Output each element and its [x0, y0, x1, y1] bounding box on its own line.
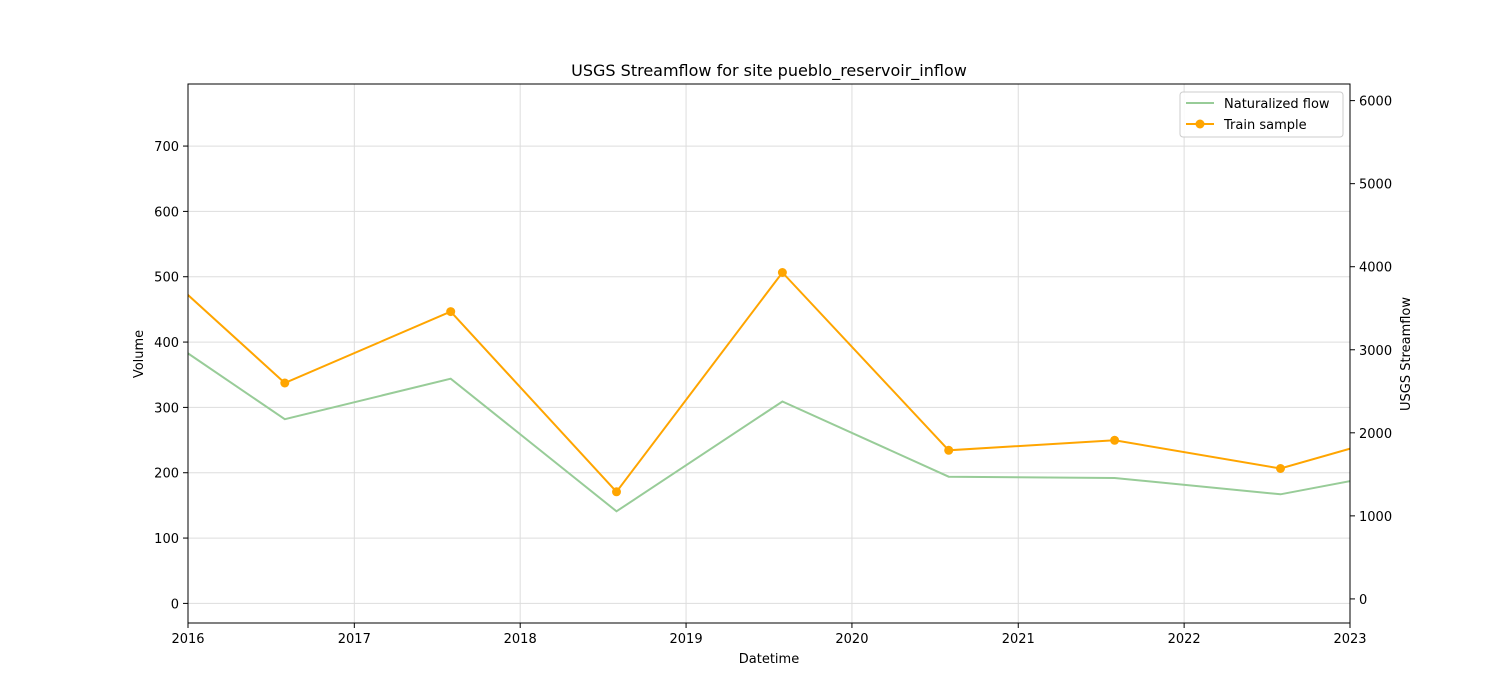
chart-title: USGS Streamflow for site pueblo_reservoi…	[571, 61, 967, 81]
plot-frame	[187, 83, 1351, 624]
y-left-tick-label: 300	[154, 401, 179, 416]
x-tick-label: 2023	[1333, 632, 1366, 647]
y-axis-left-label: Volume	[132, 330, 147, 378]
y-right-tick-label: 2000	[1359, 427, 1392, 442]
x-tick-label: 2022	[1168, 632, 1201, 647]
y-left-tick-label: 400	[154, 336, 179, 351]
y-right-tick-label: 6000	[1359, 95, 1392, 110]
x-tick-label: 2020	[835, 632, 868, 647]
y-left-tick-label: 0	[171, 597, 179, 612]
y-left-tick-label: 700	[154, 140, 179, 155]
y-left-tick-label: 200	[154, 467, 179, 482]
legend-label-naturalized-flow: Naturalized flow	[1224, 97, 1330, 112]
y-left-tick-label: 500	[154, 271, 179, 286]
data-point-train-sample	[446, 307, 456, 317]
y-right-tick-label: 0	[1359, 593, 1367, 608]
y-right-tick-label: 4000	[1359, 261, 1392, 276]
data-point-train-sample	[1110, 435, 1120, 445]
y-right-tick-label: 5000	[1359, 178, 1392, 193]
x-tick-label: 2021	[1002, 632, 1035, 647]
legend-marker-train-sample	[1195, 119, 1205, 129]
y-right-tick-label: 3000	[1359, 344, 1392, 359]
y-axis-right-label: USGS Streamflow	[1399, 297, 1414, 411]
series-layer	[114, 227, 1451, 513]
data-point-train-sample	[1276, 464, 1285, 473]
legend: Naturalized flow Train sample	[1179, 91, 1344, 138]
data-point-train-sample	[777, 268, 787, 277]
data-point-train-sample	[280, 378, 290, 388]
data-point-train-sample	[1442, 417, 1451, 426]
legend-label-train-sample: Train sample	[1223, 118, 1307, 133]
data-point-train-sample	[612, 487, 621, 497]
axes: 2016 2017 2018 2019 2020 2021 2022 2023 0 100 200 3…	[154, 95, 1392, 647]
x-tick-label: 2019	[670, 632, 703, 647]
y-left-tick-label: 100	[154, 532, 179, 547]
x-axis-label: Datetime	[739, 652, 799, 667]
series-line-naturalized-flow	[188, 352, 1350, 513]
data-point-train-sample	[114, 227, 123, 236]
legend-box	[1179, 91, 1344, 138]
x-tick-label: 2017	[338, 632, 371, 647]
y-right-tick-label: 1000	[1359, 510, 1392, 525]
grid	[187, 84, 1351, 623]
x-tick-label: 2016	[171, 632, 204, 647]
y-left-tick-label: 600	[154, 205, 179, 220]
data-point-train-sample	[944, 445, 954, 455]
x-tick-label: 2018	[504, 632, 537, 647]
